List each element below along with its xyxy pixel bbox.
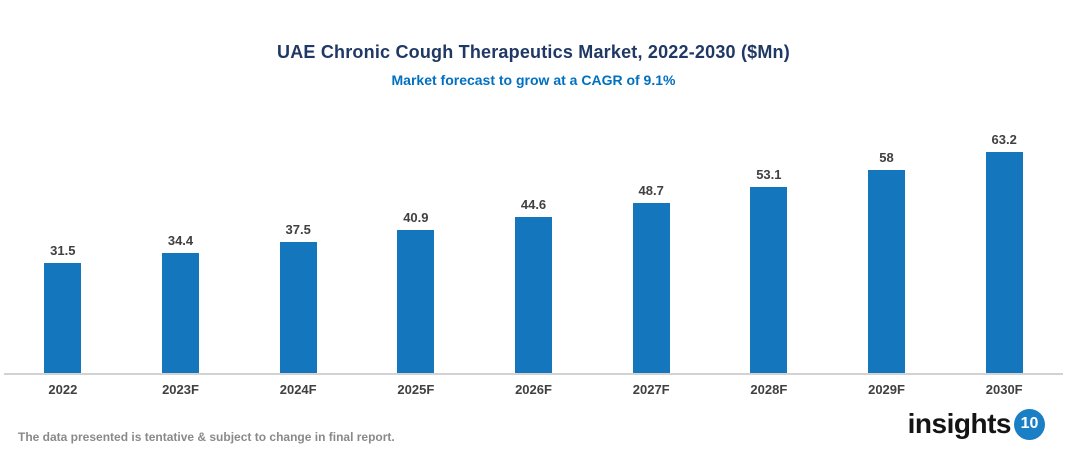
chart-subtitle: Market forecast to grow at a CAGR of 9.1… [391, 72, 676, 88]
bar-value-label: 40.9 [403, 209, 429, 225]
bar [44, 262, 82, 373]
bar-chart: 31.5 34.4 37.5 40.9 44.6 48.7 53.1 58 63.2 2022 2… [4, 128, 1063, 397]
logo-text: insights [907, 408, 1012, 439]
bar [750, 187, 788, 373]
bar-column: 37.5 [239, 222, 357, 373]
bar-column: 34.4 [122, 233, 240, 373]
logo-number-badge: 10 [1014, 408, 1045, 440]
bar [868, 170, 906, 373]
disclaimer-text: The data presented is tentative & subjec… [18, 430, 395, 444]
x-axis-labels: 2022 2023F 2024F 2025F 2026F 2027F 2028F 2029F 2… [4, 382, 1063, 397]
bar-value-label: 53.1 [756, 167, 782, 183]
x-axis-tick-label: 2027F [632, 382, 670, 397]
x-axis-tick-label: 2030F [985, 382, 1023, 397]
insights10-logo: insights 10 [908, 408, 1045, 440]
x-axis-tick-label: 2024F [279, 382, 317, 397]
bar-value-label: 31.5 [50, 242, 76, 258]
bar-column: 63.2 [945, 132, 1063, 373]
bar-value-label: 58 [879, 150, 894, 165]
bar-value-label: 44.6 [520, 196, 547, 212]
bar-column: 31.5 [4, 243, 122, 373]
plot-area: 31.5 34.4 37.5 40.9 44.6 48.7 53.1 58 63.2 [4, 128, 1063, 373]
bar-value-label: 34.4 [167, 232, 194, 248]
bar-column: 53.1 [710, 167, 828, 373]
bar-value-label: 37.5 [285, 221, 311, 237]
x-axis-tick-label: 2022 [48, 382, 78, 397]
chart-title: UAE Chronic Cough Therapeutics Market, 2… [277, 42, 790, 62]
x-axis-tick-label: 2028F [750, 382, 788, 397]
bar-value-label: 63.2 [991, 131, 1017, 147]
bar-column: 58 [828, 150, 946, 373]
bar [397, 229, 435, 373]
bar [279, 241, 317, 373]
bar [515, 216, 553, 373]
bar [162, 252, 199, 373]
bar-column: 40.9 [357, 210, 475, 373]
x-axis-tick-label: 2026F [515, 382, 552, 397]
x-axis-tick-label: 2023F [162, 382, 199, 397]
x-axis-tick-label: 2029F [868, 382, 905, 397]
bar [985, 151, 1023, 373]
bar-column: 48.7 [592, 182, 710, 373]
bar-value-label: 48.7 [638, 182, 664, 198]
chart-header: UAE Chronic Cough Therapeutics Market, 2… [0, 42, 1067, 88]
x-axis-tick-label: 2025F [397, 382, 435, 397]
x-axis-line [4, 373, 1063, 375]
bar-column: 44.6 [475, 197, 593, 373]
bar [632, 202, 670, 373]
